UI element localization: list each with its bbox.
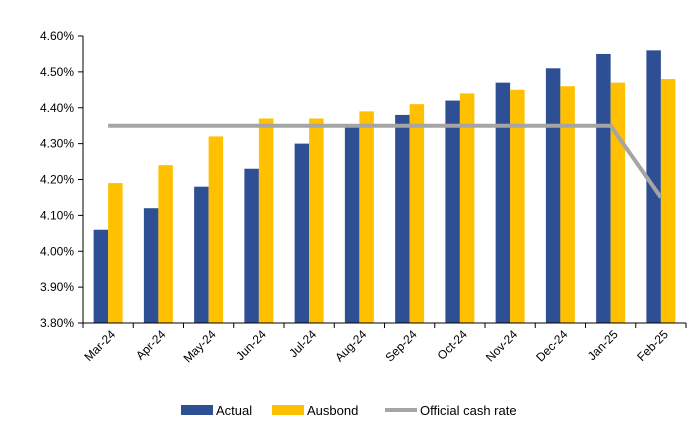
bar-actual-jun-24 <box>244 168 259 323</box>
bar-ausbond-jul-24 <box>309 118 324 323</box>
x-tick-label: Jan-25 <box>585 327 621 363</box>
bar-ausbond-jun-24 <box>258 118 274 323</box>
bar-ausbond-feb-25 <box>660 79 676 323</box>
legend-swatch <box>181 405 213 415</box>
bar-ausbond-oct-24 <box>459 93 475 324</box>
x-tick-label: Nov-24 <box>483 327 520 364</box>
x-tick-label: Mar-24 <box>81 327 118 364</box>
x-tick-label: May-24 <box>181 327 219 365</box>
bar-ausbond-jan-25 <box>610 82 626 323</box>
bar-actual-apr-24 <box>143 208 159 323</box>
line-layer <box>108 123 663 199</box>
bar-actual-dec-24 <box>545 68 561 323</box>
x-tick-label: Aug-24 <box>332 327 369 364</box>
bar-actual-aug-24 <box>344 125 360 323</box>
y-tick-label: 4.60% <box>40 29 74 43</box>
bar-actual-jul-24 <box>294 143 310 323</box>
bar-ausbond-aug-24 <box>359 111 374 323</box>
y-axis-ticks: 3.80% 3.90% 4.00% 4.10% 4.20% 4.30% 4.40% 4.50%… <box>40 29 83 330</box>
x-tick-label: Jun-24 <box>233 327 269 363</box>
y-tick-label: 4.10% <box>40 208 74 222</box>
bar-actual-jan-25 <box>596 53 611 323</box>
y-tick-label: 4.50% <box>40 65 74 79</box>
bar-actual-may-24 <box>194 186 209 323</box>
y-tick-label: 3.90% <box>40 280 74 294</box>
bar-ausbond-dec-24 <box>560 86 575 323</box>
legend-swatch <box>272 405 304 415</box>
line-official-cash-rate <box>108 123 663 199</box>
y-tick-label: 4.40% <box>40 101 74 115</box>
legend-label: Ausbond <box>307 403 358 418</box>
axes <box>82 36 686 324</box>
bar-actual-mar-24 <box>93 229 109 323</box>
bar-ausbond-sep-24 <box>409 104 425 323</box>
x-tick-label: Feb-25 <box>634 327 671 364</box>
x-axis-ticks: Mar-24 Apr-24 May-24 Jun-24 Jul-24 Aug-24 Sep-… <box>81 323 687 365</box>
y-tick-label: 3.80% <box>40 316 74 330</box>
legend-label: Official cash rate <box>420 403 517 418</box>
bar-ausbond-mar-24 <box>108 183 123 323</box>
y-tick-label: 4.30% <box>40 137 74 151</box>
legend: Actual Ausbond Official cash rate <box>181 403 517 418</box>
x-tick-label: Apr-24 <box>133 327 169 363</box>
bar-actual-nov-24 <box>495 82 511 323</box>
bar-ausbond-nov-24 <box>510 89 525 323</box>
y-tick-label: 4.20% <box>40 173 74 187</box>
bar-actual-sep-24 <box>395 114 410 323</box>
bar-ausbond-may-24 <box>208 136 224 323</box>
bars-group <box>93 50 676 324</box>
x-tick-label: Jul-24 <box>286 327 319 360</box>
y-tick-label: 4.00% <box>40 244 74 258</box>
x-tick-label: Sep-24 <box>382 327 419 364</box>
bar-actual-oct-24 <box>445 100 460 323</box>
bar-ausbond-apr-24 <box>158 165 173 323</box>
x-tick-label: Dec-24 <box>533 327 570 364</box>
legend-label: Actual <box>216 403 252 418</box>
x-tick-label: Oct-24 <box>435 327 471 363</box>
